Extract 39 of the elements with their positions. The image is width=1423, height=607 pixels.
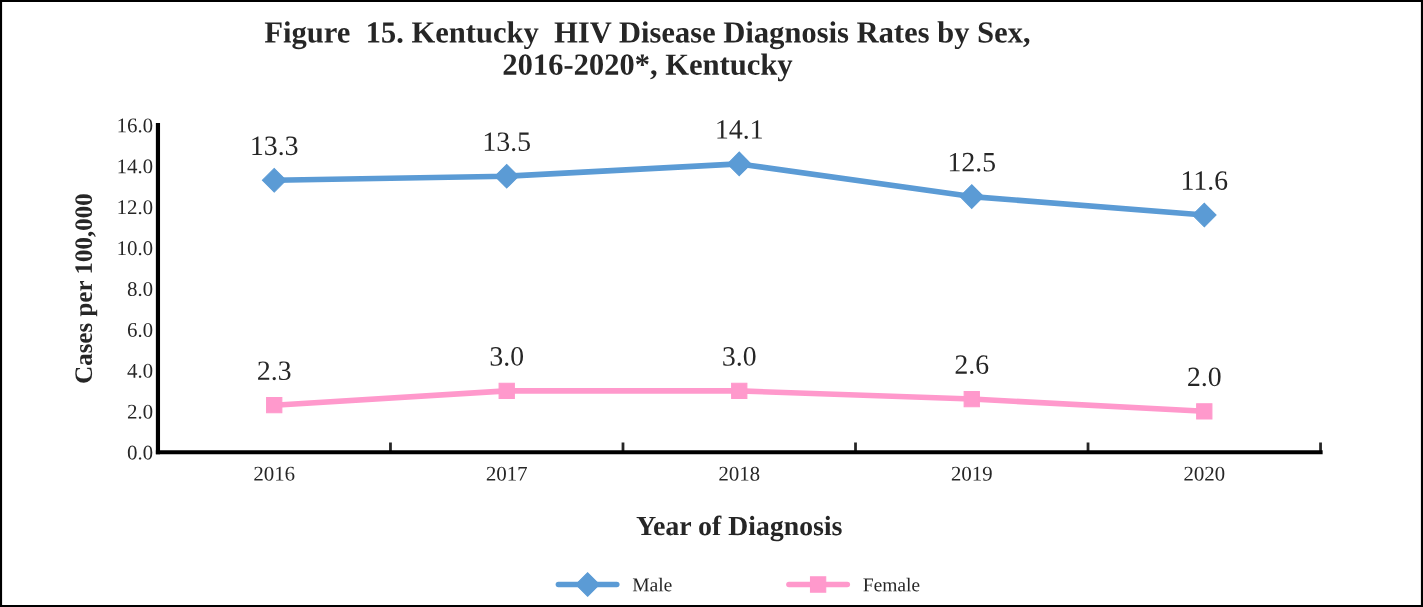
data-label: 2.3: [258, 361, 291, 381]
point: [1196, 403, 1213, 420]
x-tick-label: 2019: [951, 466, 992, 481]
y-tick-label: 16.0: [118, 118, 153, 133]
point: [726, 151, 752, 177]
point: [1191, 202, 1217, 228]
y-tick-label: 2.0: [127, 404, 153, 419]
x-axis-title: Year of Diagnosis: [636, 515, 842, 542]
data-label: 12.5: [949, 152, 995, 172]
point: [261, 167, 287, 193]
y-tick-label: 6.0: [127, 322, 153, 338]
x-tick-label: 2020: [1184, 466, 1225, 481]
data-label: 3.0: [490, 347, 524, 366]
x-tick-label: 2016: [254, 466, 295, 481]
chart-title: Figure 15. Kentucky HIV Disease Diagnosis Rates by Sex, 2016-2020*, Kentucky: [264, 21, 1030, 82]
point: [731, 382, 748, 400]
legend-label: Male: [632, 577, 672, 592]
y-tick-label: 0.0: [127, 445, 153, 460]
y-tick-label: 8.0: [127, 282, 153, 297]
point: [498, 382, 515, 400]
data-label: 2.6: [955, 355, 989, 375]
data-label: 14.1: [717, 120, 762, 139]
data-label: 2.0: [1188, 367, 1221, 387]
point: [266, 397, 283, 414]
data-label: 13.3: [252, 136, 298, 156]
point: [494, 163, 520, 189]
y-tick-label: 14.0: [118, 159, 153, 174]
data-label: 13.5: [484, 132, 530, 152]
y-tick-label: 12.0: [118, 200, 153, 215]
y-tick-label: 10.0: [118, 241, 153, 256]
x-tick-label: 2017: [486, 466, 527, 481]
point: [963, 390, 980, 408]
data-label: 11.6: [1182, 171, 1228, 191]
x-tick-label: 2018: [719, 466, 760, 481]
y-axis-title: Cases per 100,000: [75, 194, 98, 383]
legend-label: Female: [863, 577, 920, 592]
point: [959, 184, 985, 209]
y-tick-label: 4.0: [127, 363, 153, 378]
data-label: 3.0: [723, 347, 756, 366]
